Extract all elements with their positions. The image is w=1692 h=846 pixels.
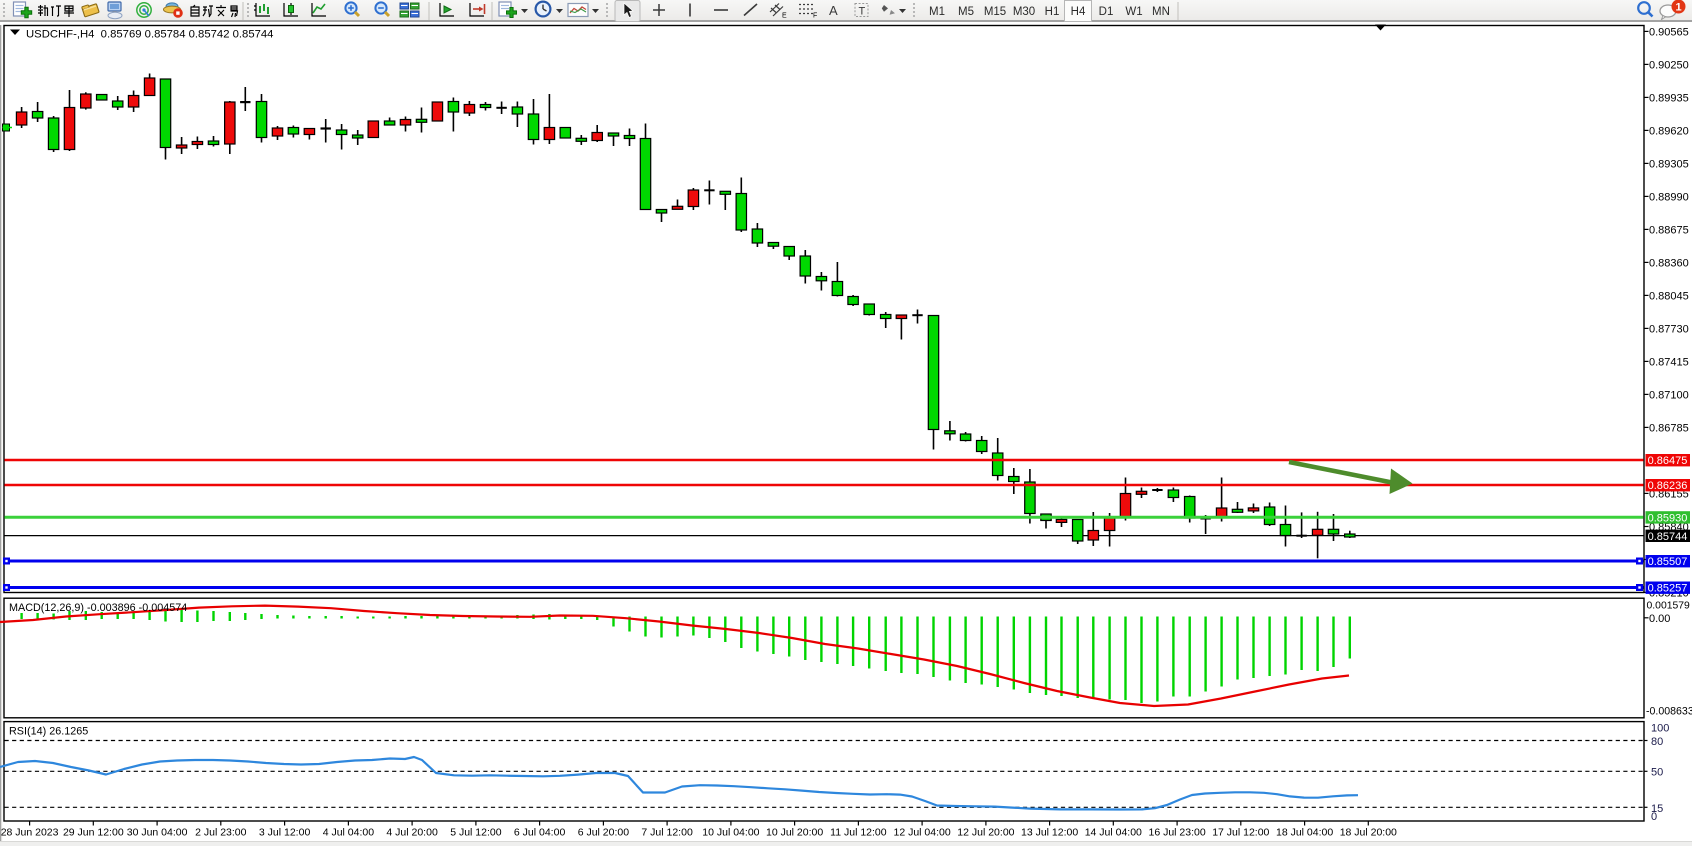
svg-text:0.89620: 0.89620	[1649, 125, 1689, 137]
svg-text:0.85930: 0.85930	[1648, 512, 1688, 524]
svg-text:12 Jul 20:00: 12 Jul 20:00	[957, 827, 1014, 839]
svg-text:D1: D1	[1099, 6, 1114, 18]
svg-text:100: 100	[1651, 723, 1669, 735]
svg-text:0.89305: 0.89305	[1649, 158, 1689, 170]
svg-text:11 Jul 12:00: 11 Jul 12:00	[830, 827, 887, 839]
svg-text:RSI(14) 26.1265: RSI(14) 26.1265	[9, 726, 88, 738]
svg-text:T: T	[859, 6, 866, 18]
svg-text:0.88675: 0.88675	[1649, 224, 1689, 236]
svg-text:15: 15	[1651, 803, 1663, 815]
svg-text:17 Jul 12:00: 17 Jul 12:00	[1212, 827, 1269, 839]
svg-text:6 Jul 04:00: 6 Jul 04:00	[514, 827, 566, 839]
svg-text:0.87100: 0.87100	[1649, 389, 1689, 401]
svg-text:4 Jul 04:00: 4 Jul 04:00	[323, 827, 375, 839]
svg-text:M30: M30	[1013, 6, 1035, 18]
svg-text:14 Jul 04:00: 14 Jul 04:00	[1085, 827, 1142, 839]
svg-text:H4: H4	[1071, 6, 1086, 18]
svg-text:4 Jul 20:00: 4 Jul 20:00	[386, 827, 438, 839]
svg-text:M5: M5	[958, 6, 974, 18]
svg-text:0.86785: 0.86785	[1649, 422, 1689, 434]
svg-text:18 Jul 04:00: 18 Jul 04:00	[1276, 827, 1333, 839]
svg-text:0.001579: 0.001579	[1647, 601, 1691, 612]
svg-text:28 Jun 2023: 28 Jun 2023	[1, 827, 59, 839]
svg-text:5 Jul 12:00: 5 Jul 12:00	[450, 827, 502, 839]
svg-text:13 Jul 12:00: 13 Jul 12:00	[1021, 827, 1078, 839]
svg-text:W1: W1	[1125, 6, 1142, 18]
svg-text:3 Jul 12:00: 3 Jul 12:00	[259, 827, 311, 839]
svg-text:M1: M1	[929, 6, 945, 18]
svg-text:M15: M15	[984, 6, 1006, 18]
svg-text:E: E	[782, 13, 787, 20]
svg-text:F: F	[813, 13, 817, 20]
svg-text:80: 80	[1651, 736, 1663, 748]
svg-text:10 Jul 20:00: 10 Jul 20:00	[766, 827, 823, 839]
svg-text:0.88990: 0.88990	[1649, 191, 1689, 203]
svg-text:7 Jul 12:00: 7 Jul 12:00	[641, 827, 693, 839]
svg-text:USDCHF-,H4 0.85769 0.85784 0.: USDCHF-,H4 0.85769 0.85784 0.85742 0.857…	[26, 29, 273, 41]
svg-text:0.87730: 0.87730	[1649, 323, 1689, 335]
svg-text:H1: H1	[1045, 6, 1060, 18]
svg-text:MACD(12,26,9) -0.003896 -0.004: MACD(12,26,9) -0.003896 -0.004574	[9, 602, 187, 614]
svg-text:0.85257: 0.85257	[1648, 583, 1688, 595]
svg-text:0.86236: 0.86236	[1648, 480, 1688, 492]
svg-text:0.85744: 0.85744	[1648, 531, 1688, 543]
svg-text:0.88045: 0.88045	[1649, 290, 1689, 302]
svg-text:10 Jul 04:00: 10 Jul 04:00	[702, 827, 759, 839]
svg-text:1: 1	[1675, 2, 1681, 14]
svg-text:0: 0	[1651, 811, 1657, 823]
svg-text:MN: MN	[1152, 6, 1170, 18]
svg-text:0.88360: 0.88360	[1649, 257, 1689, 269]
svg-text:A: A	[829, 3, 838, 18]
svg-text:0.85507: 0.85507	[1648, 556, 1688, 568]
svg-text:18 Jul 20:00: 18 Jul 20:00	[1340, 827, 1397, 839]
svg-text:16 Jul 23:00: 16 Jul 23:00	[1148, 827, 1205, 839]
svg-text:2 Jul 23:00: 2 Jul 23:00	[195, 827, 247, 839]
svg-text:0.89935: 0.89935	[1649, 92, 1689, 104]
svg-text:0.86475: 0.86475	[1648, 455, 1688, 467]
svg-text:29 Jun 12:00: 29 Jun 12:00	[63, 827, 124, 839]
svg-text:50: 50	[1651, 767, 1663, 779]
svg-text:30 Jun 04:00: 30 Jun 04:00	[127, 827, 188, 839]
svg-text:12 Jul 04:00: 12 Jul 04:00	[893, 827, 950, 839]
svg-text:6 Jul 20:00: 6 Jul 20:00	[578, 827, 630, 839]
svg-text:0.00: 0.00	[1649, 613, 1670, 625]
svg-text:-0.008633: -0.008633	[1646, 706, 1692, 718]
svg-text:0.90565: 0.90565	[1649, 26, 1689, 38]
svg-text:0.90250: 0.90250	[1649, 59, 1689, 71]
svg-text:0.87415: 0.87415	[1649, 356, 1689, 368]
